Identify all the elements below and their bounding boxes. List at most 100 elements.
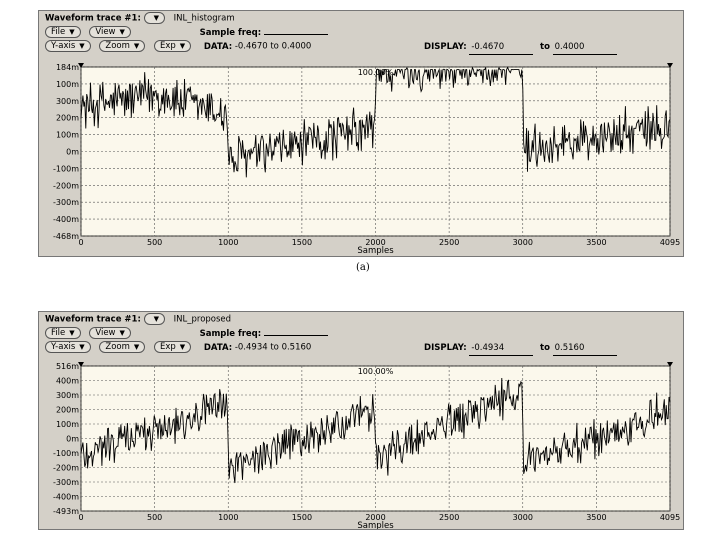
yaxis-menu-label: Y-axis — [51, 342, 76, 352]
figure-caption-a: (a) — [356, 262, 370, 273]
yaxis-menu[interactable]: Y-axis ▼ — [45, 341, 91, 353]
zoom-percent-label: 100.00% — [358, 68, 394, 77]
sample-freq-label: Sample freq: — [199, 27, 262, 38]
display-label: DISPLAY: — [424, 41, 467, 52]
y-tick-label: -100m — [53, 164, 79, 173]
toolbar-row-menus: File ▼ View ▼ Sample freq: — [45, 26, 683, 39]
x-tick-label: 4095 — [660, 513, 680, 522]
file-menu-label: File — [51, 328, 66, 338]
y-tick-label: -300m — [53, 198, 79, 207]
data-label: DATA: — [203, 41, 233, 52]
sample-freq-field[interactable] — [263, 33, 328, 35]
zoom-menu[interactable]: Zoom ▼ — [99, 40, 146, 52]
y-tick-label: 0m — [66, 148, 79, 157]
display-to-field[interactable]: 0.5160 — [552, 342, 617, 356]
display-label: DISPLAY: — [424, 342, 467, 353]
y-tick-label: -300m — [53, 478, 79, 487]
y-tick-label: -200m — [53, 181, 79, 190]
waveform-toolbar: Waveform trace #1: ▼ INL_histogram File ▼… — [39, 11, 683, 55]
waveform-plot[interactable]: 184m 100m 300m 200m 100m 0m -100m -200m -300m -40… — [39, 55, 683, 256]
waveform-plot[interactable]: 516m 400m 300m 200m 100m 0m -100m -200m -300m -40… — [39, 356, 683, 529]
exp-menu-label: Exp — [159, 342, 176, 352]
y-tick-label: 100m — [56, 131, 79, 140]
x-tick-label: 2500 — [439, 513, 459, 522]
sample-freq-label: Sample freq: — [199, 328, 262, 339]
y-tick-label: 300m — [56, 97, 79, 106]
trace-name: INL_histogram — [173, 13, 235, 24]
chevron-down-icon: ▼ — [119, 28, 125, 36]
file-menu-label: File — [51, 27, 66, 37]
display-to-label: to — [540, 342, 550, 353]
left-cursor-icon[interactable] — [78, 362, 84, 367]
right-cursor-icon[interactable] — [667, 362, 673, 367]
data-label: DATA: — [203, 342, 233, 353]
left-cursor-icon[interactable] — [78, 63, 84, 68]
display-from-field[interactable]: -0.4934 — [469, 342, 534, 356]
chevron-down-icon: ▼ — [69, 28, 75, 36]
y-tick-label: -400m — [53, 493, 79, 502]
y-tick-label: 0m — [66, 435, 79, 444]
exp-menu[interactable]: Exp ▼ — [153, 341, 192, 353]
x-axis-label: Samples — [357, 521, 394, 529]
y-tick-label: -468m — [53, 232, 79, 241]
chevron-down-icon: ▼ — [79, 343, 85, 351]
waveform-toolbar: Waveform trace #1: ▼ INL_proposed File ▼ … — [39, 312, 683, 356]
file-menu[interactable]: File ▼ — [45, 26, 81, 38]
toolbar-row-title: Waveform trace #1: ▼ INL_histogram — [45, 12, 683, 25]
chevron-down-icon: ▼ — [179, 42, 186, 50]
right-cursor-icon[interactable] — [667, 63, 673, 68]
x-tick-label: 2000 — [365, 513, 385, 522]
y-tick-label: 400m — [56, 377, 79, 386]
display-to-label: to — [540, 41, 550, 52]
x-tick-label: 4095 — [660, 238, 680, 247]
exp-menu-label: Exp — [159, 41, 176, 51]
toolbar-row-title: Waveform trace #1: ▼ INL_proposed — [45, 313, 683, 326]
y-tick-label: -100m — [53, 449, 79, 458]
chevron-down-icon: ▼ — [153, 315, 159, 323]
sample-freq-field[interactable] — [263, 334, 328, 336]
x-tick-label: 3500 — [586, 513, 606, 522]
y-tick-label: 100m — [56, 80, 79, 89]
exp-menu[interactable]: Exp ▼ — [153, 40, 192, 52]
view-menu-label: View — [95, 328, 116, 338]
zoom-menu[interactable]: Zoom ▼ — [99, 341, 146, 353]
x-tick-label: 3000 — [513, 513, 533, 522]
display-to-field[interactable]: 0.4000 — [552, 41, 617, 55]
trace-dropdown[interactable]: ▼ — [143, 12, 165, 24]
y-tick-label: 300m — [56, 391, 79, 400]
y-tick-label: 100m — [56, 420, 79, 429]
view-menu[interactable]: View ▼ — [89, 327, 131, 339]
file-menu[interactable]: File ▼ — [45, 327, 81, 339]
y-tick-label: 200m — [56, 406, 79, 415]
trace-dropdown[interactable]: ▼ — [143, 313, 165, 325]
waveform-panel-a: Waveform trace #1: ▼ INL_histogram File ▼… — [38, 10, 684, 257]
y-tick-label: 184m — [56, 63, 79, 72]
x-tick-label: 0 — [78, 238, 83, 247]
x-tick-label: 1500 — [292, 238, 312, 247]
zoom-percent-label: 100.00% — [358, 367, 394, 376]
data-range: -0.4670 to 0.4000 — [234, 41, 312, 52]
y-tick-label: -200m — [53, 464, 79, 473]
toolbar-row-controls: Y-axis ▼ Zoom ▼ Exp ▼ DATA: -0.4934 to 0.51… — [45, 341, 683, 356]
view-menu[interactable]: View ▼ — [89, 26, 131, 38]
x-tick-label: 2500 — [439, 238, 459, 247]
y-tick-label: 200m — [56, 114, 79, 123]
y-tick-label: -400m — [53, 215, 79, 224]
zoom-menu-label: Zoom — [105, 41, 130, 51]
toolbar-row-controls: Y-axis ▼ Zoom ▼ Exp ▼ DATA: -0.4670 to 0.40… — [45, 40, 683, 55]
x-tick-label: 0 — [78, 513, 83, 522]
display-from-field[interactable]: -0.4670 — [469, 41, 534, 55]
chevron-down-icon: ▼ — [119, 329, 125, 337]
x-tick-label: 3000 — [513, 238, 533, 247]
x-axis-label: Samples — [357, 246, 394, 256]
data-range: -0.4934 to 0.5160 — [234, 342, 312, 353]
yaxis-menu[interactable]: Y-axis ▼ — [45, 40, 91, 52]
x-tick-label: 500 — [147, 513, 162, 522]
toolbar-row-menus: File ▼ View ▼ Sample freq: — [45, 327, 683, 340]
view-menu-label: View — [95, 27, 116, 37]
x-tick-label: 1500 — [292, 513, 312, 522]
chevron-down-icon: ▼ — [69, 329, 75, 337]
x-tick-label: 3500 — [586, 238, 606, 247]
zoom-menu-label: Zoom — [105, 342, 130, 352]
waveform-panel-b: Waveform trace #1: ▼ INL_proposed File ▼ … — [38, 311, 684, 530]
